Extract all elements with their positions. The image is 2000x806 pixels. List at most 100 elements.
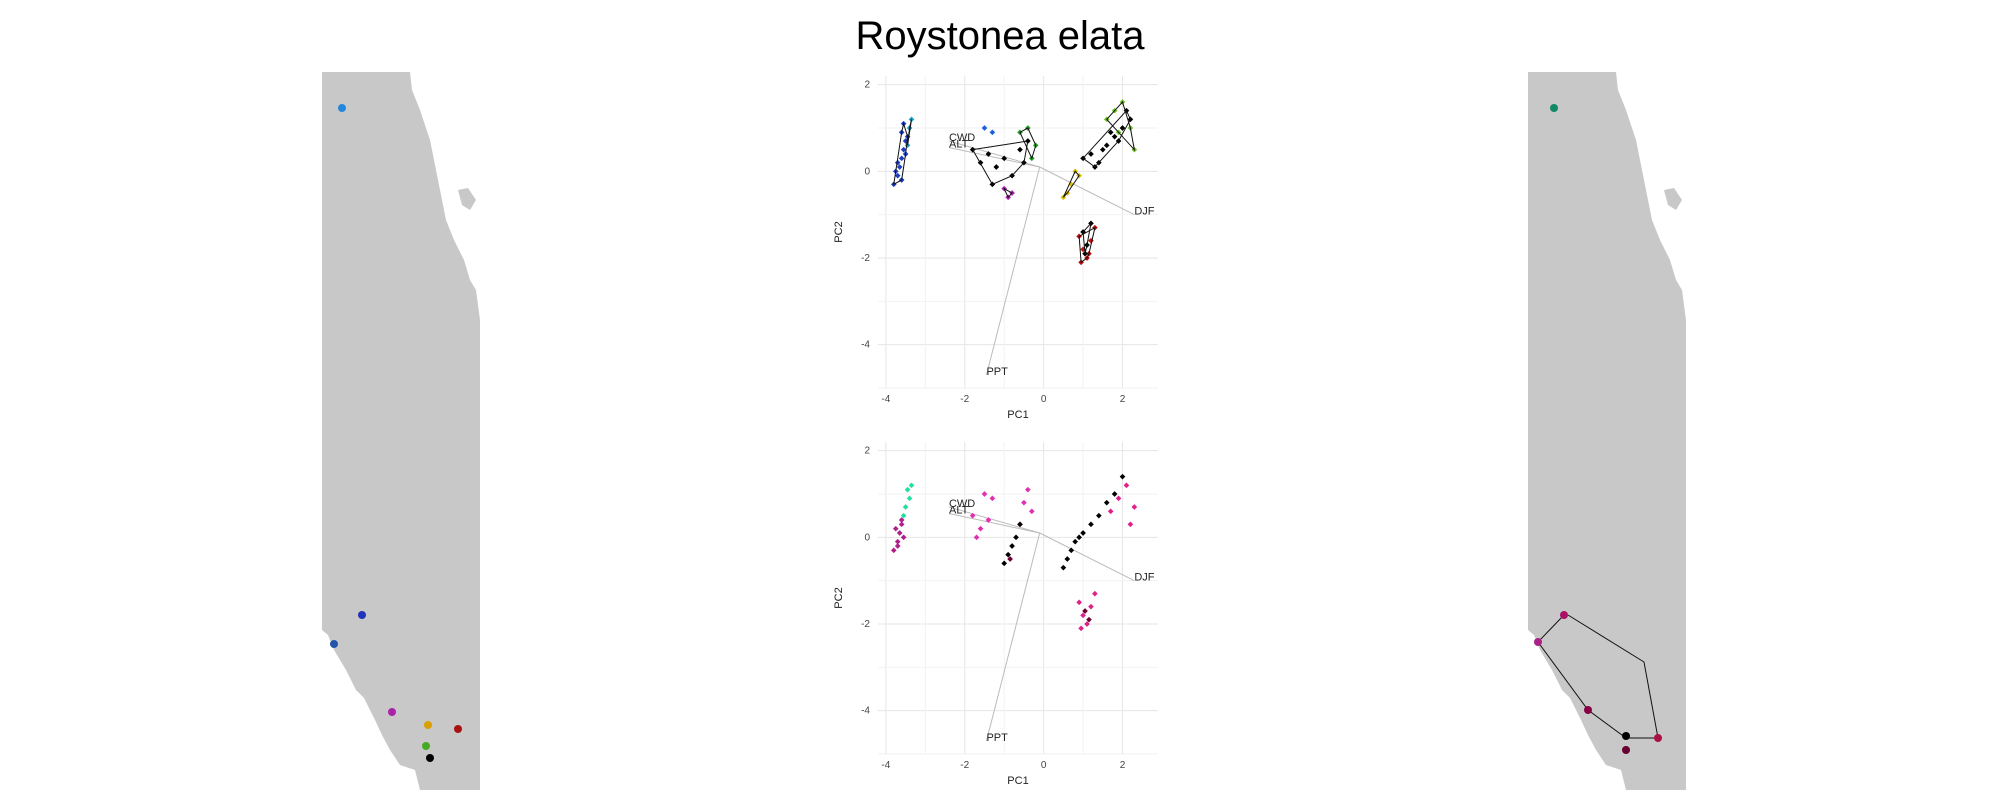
map-marker: [1654, 734, 1662, 742]
data-point: [900, 534, 907, 541]
data-point: [1088, 151, 1094, 157]
data-point: [1107, 129, 1114, 136]
y-tick-label: -4: [861, 706, 870, 717]
data-point: [1107, 508, 1114, 515]
left-map: [322, 72, 480, 790]
grid: [878, 76, 1158, 389]
y-tick-label: -4: [861, 340, 870, 351]
grid: [878, 442, 1158, 755]
loading-line: [948, 506, 1040, 534]
data-point: [1127, 521, 1134, 528]
points: [890, 99, 1138, 266]
x-tick-label: 2: [1120, 394, 1126, 405]
data-point: [896, 530, 903, 536]
data-point: [1064, 556, 1071, 562]
x-tick-label: 0: [1041, 760, 1047, 771]
data-point: [1088, 237, 1094, 244]
data-point: [908, 482, 915, 489]
map-marker: [358, 611, 366, 619]
data-point: [892, 525, 899, 532]
x-tick-label: 2: [1120, 760, 1126, 771]
map-points: [330, 104, 462, 762]
data-point: [898, 155, 905, 162]
data-point: [989, 495, 996, 502]
data-point: [890, 547, 897, 554]
data-point: [1084, 621, 1090, 627]
x-tick-label: 0: [1041, 394, 1047, 405]
data-point: [1103, 499, 1110, 506]
y-tick-label: 0: [864, 532, 870, 543]
data-point: [1028, 508, 1035, 515]
loading-label: CWD: [949, 498, 975, 510]
y-tick-label: 2: [864, 80, 870, 91]
data-point: [1076, 599, 1082, 606]
map-marker: [422, 742, 430, 750]
hull-outline: [1082, 221, 1092, 254]
hull-outline: [907, 119, 913, 146]
hull-outline: [971, 140, 1029, 185]
hull-outline: [1082, 109, 1131, 168]
map-marker: [1584, 706, 1592, 714]
loading-line: [948, 513, 1040, 534]
data-point: [1025, 486, 1031, 493]
data-point: [1072, 538, 1079, 545]
y-tick-label: 0: [864, 166, 870, 177]
map-marker: [1560, 611, 1568, 619]
map-marker: [1550, 104, 1558, 112]
x-tick-label: -4: [881, 760, 890, 771]
y-tick-label: -2: [861, 619, 870, 630]
loading-label: PPT: [986, 366, 1008, 378]
data-point: [904, 486, 911, 493]
x-tick-label: -2: [960, 394, 969, 405]
hull-outline: [1106, 101, 1136, 152]
data-point: [977, 525, 984, 532]
data-point: [1060, 564, 1067, 571]
data-point: [981, 491, 988, 497]
hull-outline: [1003, 187, 1013, 199]
data-point: [993, 164, 1000, 170]
data-point: [1013, 534, 1019, 541]
data-point: [1099, 146, 1106, 153]
data-point: [1092, 590, 1098, 597]
data-point: [1088, 603, 1094, 610]
data-point: [1111, 133, 1118, 140]
x-tick-label: -2: [960, 760, 969, 771]
map-marker: [424, 721, 432, 729]
loading-line: [1039, 166, 1135, 216]
florida-coast-inlet: [458, 188, 476, 210]
data-point: [894, 543, 901, 549]
right-map: [1528, 72, 1686, 790]
loading-label: DJF: [1134, 206, 1154, 218]
map-marker: [426, 754, 434, 762]
data-point: [1009, 543, 1015, 549]
data-point: [1115, 495, 1122, 502]
data-point: [973, 534, 980, 541]
data-point: [985, 517, 992, 523]
florida-coast-inlet: [1664, 188, 1682, 210]
map-marker: [1622, 732, 1630, 740]
florida-landmass: [1528, 72, 1686, 790]
data-point: [1123, 482, 1130, 489]
y-tick-label: -2: [861, 253, 870, 264]
loading-label: ALT: [949, 139, 969, 151]
data-point: [1021, 499, 1027, 506]
data-point: [1131, 504, 1138, 510]
cluster-hulls: [893, 101, 1136, 264]
data-point: [989, 129, 996, 136]
data-point: [1017, 146, 1023, 153]
data-point: [906, 495, 913, 502]
y-tick-label: 2: [864, 446, 870, 457]
data-point: [1076, 534, 1082, 541]
map-marker: [388, 708, 396, 716]
hull-outline: [1078, 226, 1096, 264]
data-point: [1080, 612, 1086, 619]
data-point: [1088, 521, 1094, 528]
loading-label: DJF: [1134, 572, 1154, 584]
data-point: [902, 504, 909, 510]
chart-title: Roystonea elata: [855, 14, 1145, 58]
loading-line: [985, 532, 1041, 742]
data-point: [1103, 142, 1110, 149]
